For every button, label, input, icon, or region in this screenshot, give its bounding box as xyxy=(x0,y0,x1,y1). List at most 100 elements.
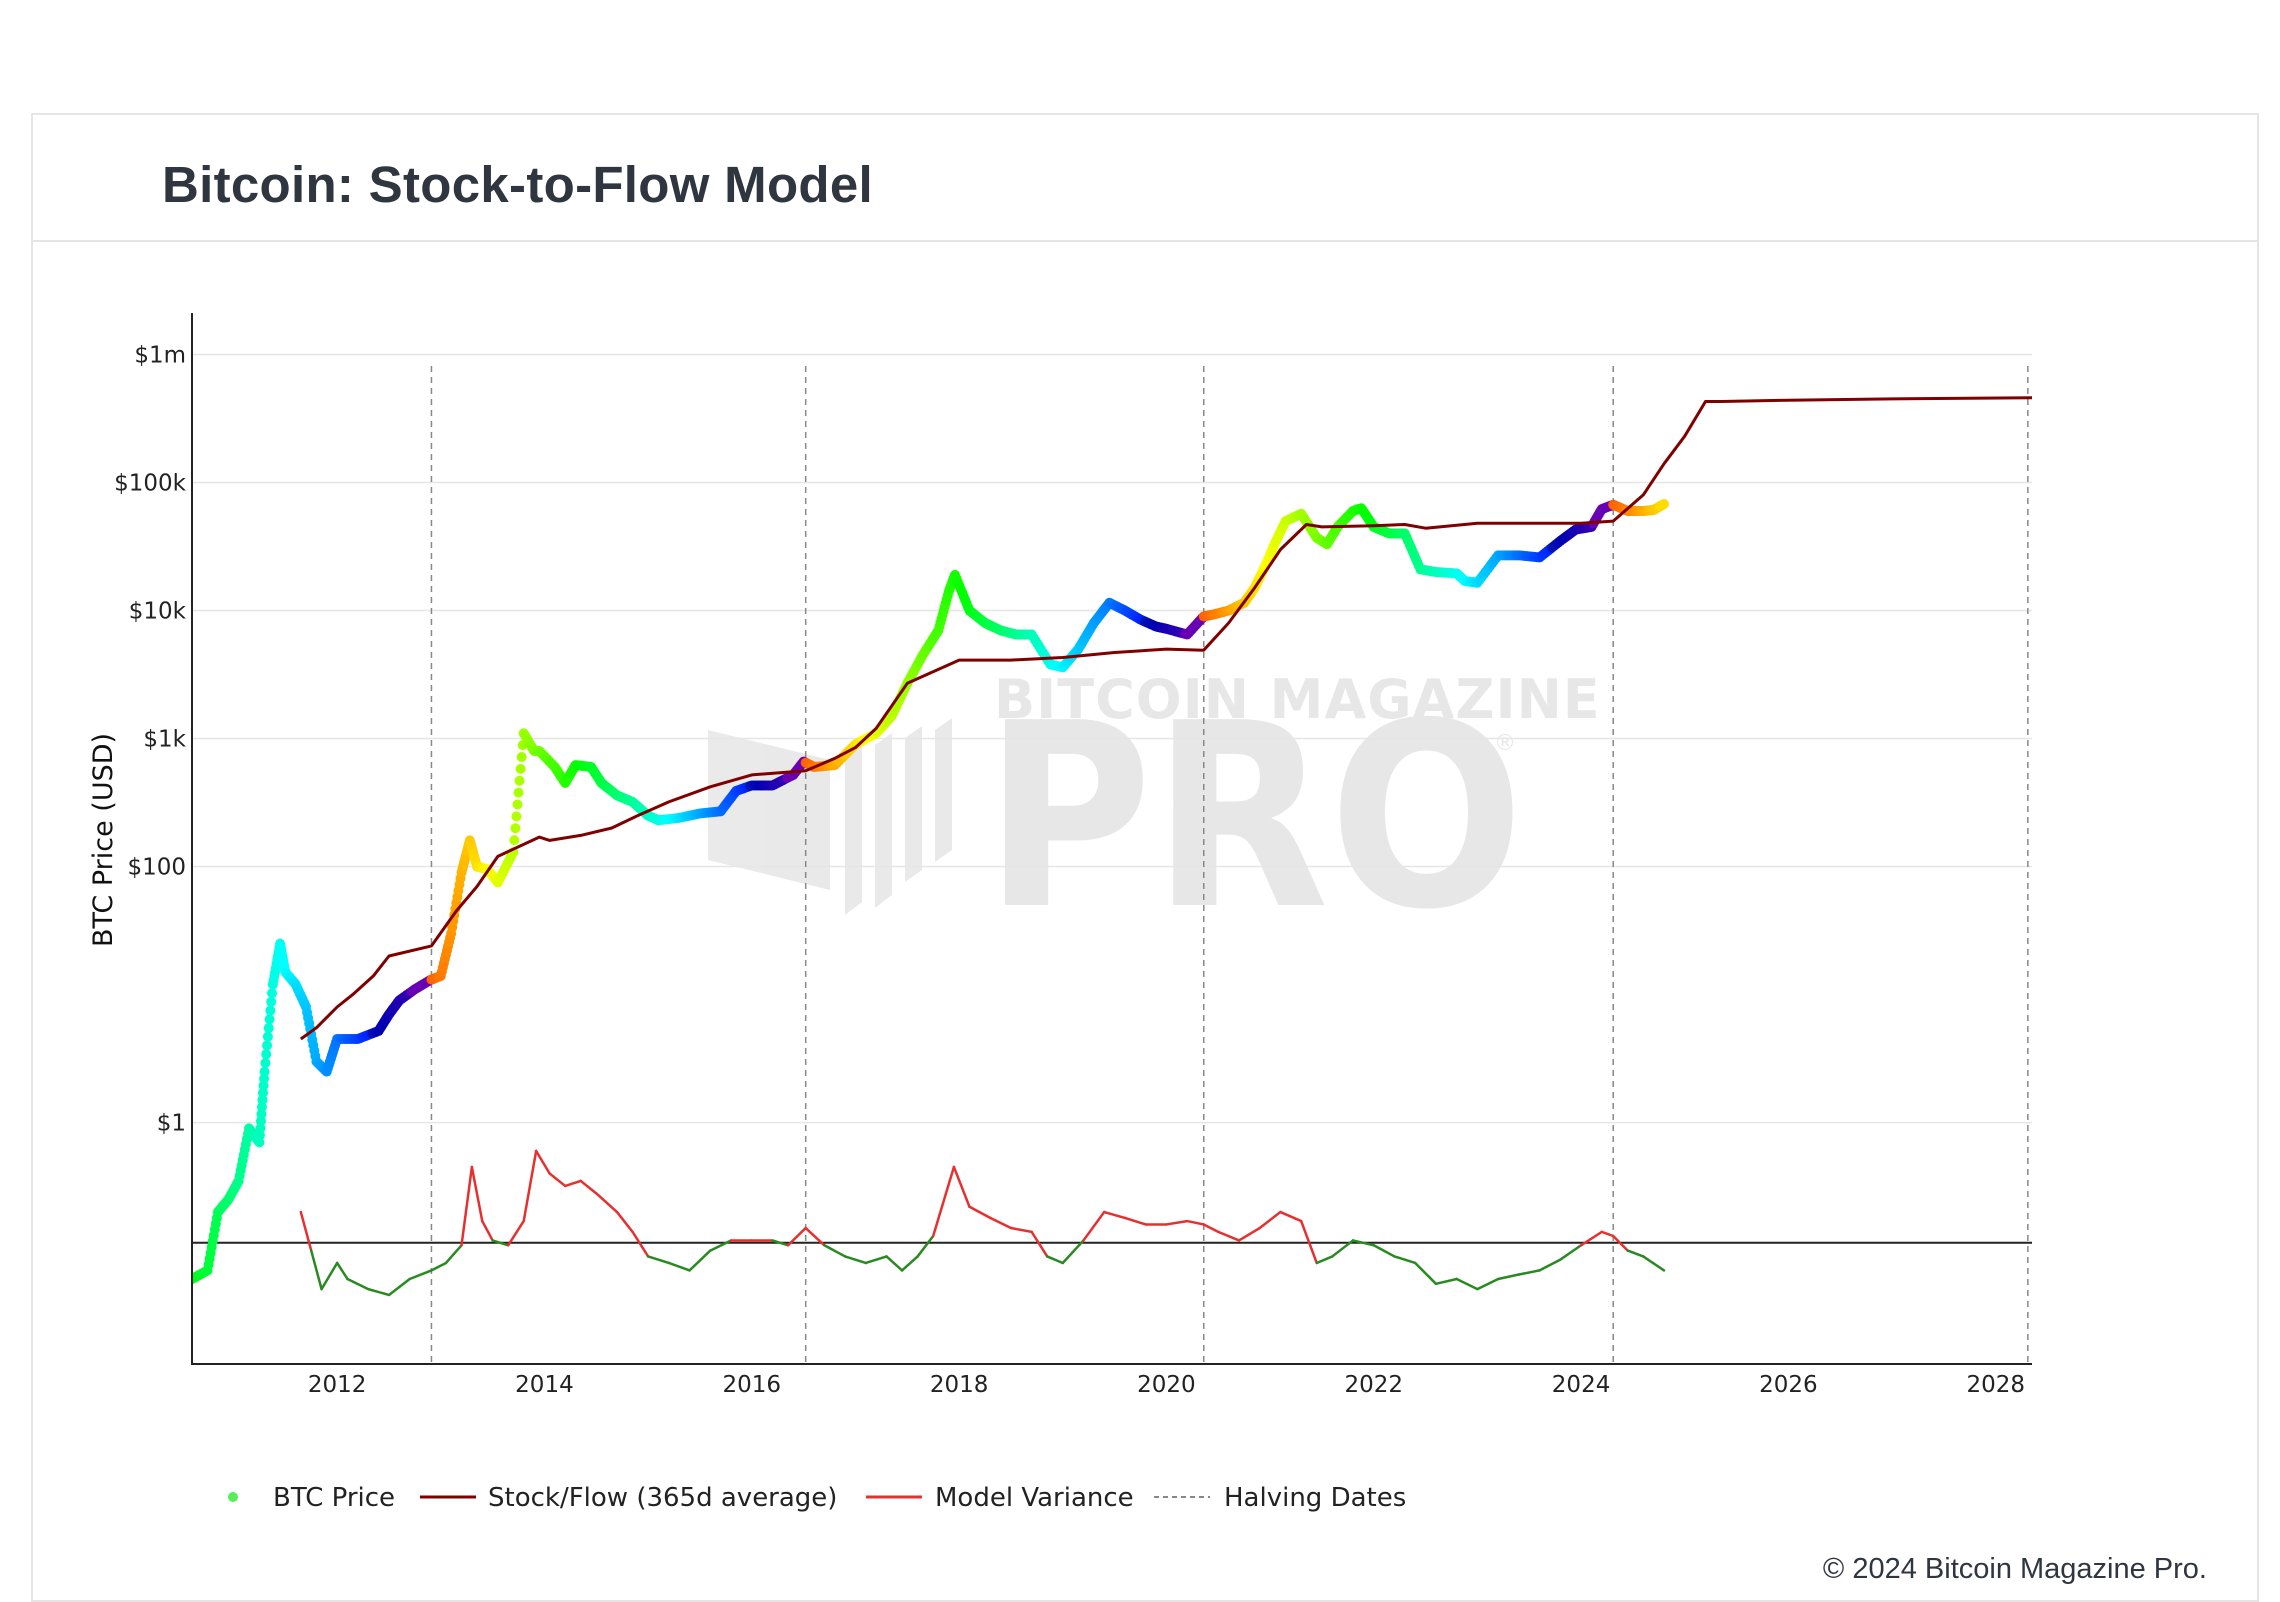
model-variance-segment xyxy=(843,1255,868,1265)
btc-price-point xyxy=(260,1057,271,1068)
btc-price-series xyxy=(192,498,1669,1284)
model-variance-segment xyxy=(387,1277,411,1297)
y-tick-label: $1m xyxy=(134,343,186,369)
btc-price-point xyxy=(267,988,278,999)
y-tick-labels: $1 $100 $1k $10k $100k $1m xyxy=(114,343,187,1137)
watermark-line1: BITCOIN MAGAZINE xyxy=(994,668,1601,731)
model-variance-segment xyxy=(1331,1239,1355,1258)
btc-price-point xyxy=(515,763,526,774)
model-variance-segment xyxy=(430,1261,448,1272)
model-variance-segment xyxy=(579,1179,598,1195)
model-variance-segment xyxy=(1372,1244,1396,1258)
model-variance-segment xyxy=(470,1165,484,1223)
model-variance-segment xyxy=(688,1249,712,1272)
model-variance-segment xyxy=(1185,1219,1205,1226)
watermark-logo-icon xyxy=(708,718,952,915)
model-variance-segment xyxy=(1237,1226,1261,1242)
legend-label-halving-dates: Halving Dates xyxy=(1224,1483,1406,1513)
model-variance-segment xyxy=(1315,1255,1334,1265)
model-variance-segment xyxy=(952,1165,971,1208)
btc-price-point xyxy=(513,787,524,798)
x-tick-labels: 2012 2014 2016 2018 2020 2022 2024 2026 2028 xyxy=(308,1372,2025,1398)
watermark-line2: PRO xyxy=(984,669,1524,966)
model-variance-segment xyxy=(1351,1239,1375,1247)
model-variance-segment xyxy=(1299,1219,1318,1265)
btc-price-point xyxy=(264,1014,275,1025)
model-variance-segment xyxy=(804,1226,826,1247)
legend-marker-btc-price xyxy=(228,1492,238,1502)
model-variance-segment xyxy=(1517,1269,1541,1276)
model-variance-segment xyxy=(916,1234,935,1258)
legend-item-stock-flow[interactable]: Stock/Flow (365d average) xyxy=(420,1483,837,1513)
x-tick-label: 2016 xyxy=(723,1372,782,1398)
model-variance-segment xyxy=(771,1239,790,1247)
btc-price-point xyxy=(259,1066,270,1077)
halving-lines xyxy=(430,366,2029,1364)
model-variance-segment xyxy=(931,1165,956,1238)
model-variance-segment xyxy=(1045,1255,1065,1265)
model-variance-segment xyxy=(1393,1255,1417,1265)
model-variance-segment xyxy=(1082,1210,1106,1242)
model-variance-segment xyxy=(1600,1230,1615,1238)
btc-price-point xyxy=(509,835,520,846)
legend-item-model-variance[interactable]: Model Variance xyxy=(866,1483,1134,1513)
stock-flow-series xyxy=(299,396,2032,1041)
model-variance-segment xyxy=(631,1230,650,1258)
model-variance-segment xyxy=(444,1244,463,1265)
legend-label-model-variance: Model Variance xyxy=(935,1483,1134,1513)
model-variance-segment xyxy=(506,1219,525,1247)
chart-card: Bitcoin: Stock-to-Flow Model © 2024 Bitc… xyxy=(31,113,2259,1602)
gridlines xyxy=(192,353,2032,1124)
copyright-notice: © 2024 Bitcoin Magazine Pro. xyxy=(1822,1553,2207,1585)
x-tick-label: 2018 xyxy=(930,1372,989,1398)
btc-price-point xyxy=(261,1049,272,1060)
model-variance-segment xyxy=(709,1239,733,1252)
model-variance-segment xyxy=(1579,1230,1604,1247)
y-tick-label: $100k xyxy=(114,471,187,497)
model-variance-segment xyxy=(491,1239,510,1247)
model-variance-segment xyxy=(408,1269,433,1281)
model-variance-segment xyxy=(548,1172,567,1188)
model-variance-segment xyxy=(646,1255,671,1265)
model-variance-segment xyxy=(667,1261,691,1272)
btc-price-point xyxy=(262,1031,273,1042)
model-variance-segment xyxy=(1061,1239,1085,1265)
model-variance-series xyxy=(299,1149,1666,1297)
x-tick-label: 2026 xyxy=(1759,1372,1818,1398)
legend: BTC Price Stock/Flow (365d average) Mode… xyxy=(228,1483,1406,1513)
btc-price-point xyxy=(1659,498,1669,509)
model-variance-segment xyxy=(320,1261,339,1291)
model-variance-segment xyxy=(1202,1223,1220,1234)
model-variance-segment xyxy=(900,1255,919,1272)
model-variance-segment xyxy=(346,1277,370,1291)
btc-price-point xyxy=(510,823,521,834)
chart-title: Bitcoin: Stock-to-Flow Model xyxy=(162,156,873,213)
x-tick-label: 2028 xyxy=(1966,1372,2025,1398)
y-tick-label: $1 xyxy=(157,1111,186,1137)
x-tick-label: 2020 xyxy=(1137,1372,1196,1398)
btc-price-point xyxy=(266,996,277,1007)
btc-price-point xyxy=(511,811,522,822)
y-axis-title: BTC Price (USD) xyxy=(88,733,119,947)
model-variance-segment xyxy=(1217,1230,1241,1242)
btc-price-point xyxy=(516,751,527,762)
btc-price-point xyxy=(514,775,525,786)
model-variance-segment xyxy=(299,1210,313,1252)
btc-price-point xyxy=(262,1040,273,1051)
model-variance-segment xyxy=(615,1210,634,1234)
model-variance-segment xyxy=(1476,1277,1500,1291)
x-tick-label: 2024 xyxy=(1552,1372,1611,1398)
legend-item-halving-dates[interactable]: Halving Dates xyxy=(1154,1483,1406,1513)
btc-price-point xyxy=(263,1023,274,1034)
model-variance-segment xyxy=(563,1179,582,1188)
stock-flow-line xyxy=(299,396,2032,1041)
model-variance-segment xyxy=(1102,1210,1127,1220)
model-variance-segment xyxy=(823,1244,847,1258)
y-tick-label: $100 xyxy=(127,855,186,881)
watermark: BITCOIN MAGAZINE PRO ® xyxy=(708,668,1601,966)
x-tick-label: 2022 xyxy=(1344,1372,1403,1398)
model-variance-segment xyxy=(1642,1255,1666,1272)
legend-item-btc-price[interactable]: BTC Price xyxy=(228,1483,395,1513)
model-variance-segment xyxy=(1626,1249,1645,1258)
